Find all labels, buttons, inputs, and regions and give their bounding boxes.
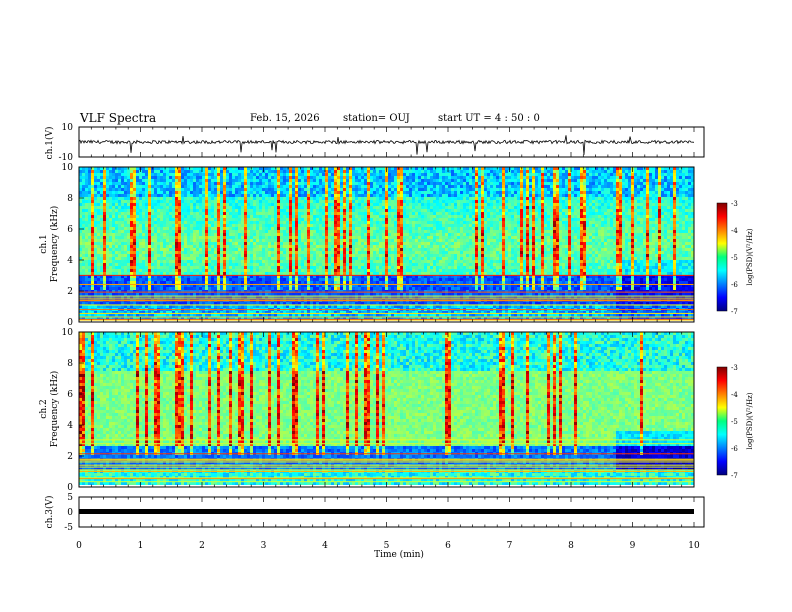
- colorbar-tick-label: -6: [731, 445, 738, 453]
- x-tick-label: 10: [688, 541, 700, 551]
- ch1-spectrogram-ylabel: Frequency (kHz): [49, 206, 60, 283]
- ch3-waveform-trace: [79, 509, 694, 514]
- x-tick-label: 9: [630, 541, 636, 551]
- colorbar-tick-label: -5: [731, 418, 738, 426]
- x-tick-label: 1: [138, 541, 144, 551]
- y-tick-label: 10: [62, 163, 74, 173]
- x-tick-label: 0: [76, 541, 82, 551]
- ch2-spectrogram-panel: [78, 331, 695, 488]
- y-tick-label: 10: [62, 123, 74, 133]
- y-tick-label: 0: [67, 483, 73, 493]
- y-tick-label: 8: [67, 359, 73, 369]
- ch3-waveform-panel: [78, 496, 705, 528]
- x-tick-label: 3: [261, 541, 267, 551]
- y-tick-label: 0: [67, 318, 73, 328]
- ch1-spectrogram-ylabel-channel: ch.1: [39, 234, 49, 253]
- y-tick-label: 2: [67, 452, 73, 462]
- colorbar-tick-label: -4: [731, 227, 738, 235]
- x-tick-label: 8: [568, 541, 574, 551]
- x-tick-label: 7: [507, 541, 513, 551]
- start-time-label: start UT = 4 : 50 : 0: [438, 113, 540, 124]
- colorbar-tick-label: -4: [731, 391, 738, 399]
- y-tick-label: 4: [67, 256, 73, 266]
- x-tick-label: 2: [199, 541, 205, 551]
- ch2-spectrogram-image: [79, 332, 694, 485]
- colorbar-tick-label: -7: [731, 472, 738, 480]
- y-tick-label: 2: [67, 287, 73, 297]
- y-tick-label: 6: [67, 225, 73, 235]
- x-axis-label: Time (min): [374, 549, 424, 560]
- colorbar-tick-label: -3: [731, 364, 738, 372]
- colorbar-tick-label: -6: [731, 281, 738, 289]
- station-label: station= OUJ: [343, 113, 410, 124]
- ch1-waveform-trace: [78, 135, 695, 155]
- colorbar-tick-label: -5: [731, 254, 738, 262]
- x-tick-label: 6: [445, 541, 451, 551]
- y-tick-label: -5: [64, 523, 73, 533]
- y-tick-label: 4: [67, 421, 73, 431]
- ch1-colorbar-label: log(PSD)(V²/Hz): [746, 228, 754, 285]
- ch2-spectrogram-ylabel: Frequency (kHz): [49, 371, 60, 448]
- y-tick-label: 10: [62, 328, 74, 338]
- y-tick-label: -10: [59, 153, 74, 163]
- y-tick-label: 8: [67, 194, 73, 204]
- y-tick-label: 5: [67, 493, 73, 503]
- x-tick-labels: 0 1 2 3 4 5 6 7 8 9 10: [76, 541, 700, 551]
- y-tick-label: 6: [67, 390, 73, 400]
- ch1-spectrogram-image: [79, 167, 694, 321]
- ch3-waveform-ylabel: ch.3(V): [44, 496, 55, 529]
- figure-title: VLF Spectra: [80, 111, 156, 125]
- x-tick-label: 4: [322, 541, 328, 551]
- colorbar-tick-label: -3: [731, 200, 738, 208]
- ch2-colorbar: -3 -4 -5 -6 -7 log(PSD)(V²/Hz): [716, 364, 754, 480]
- ch2-spectrogram-ylabel-channel: ch.2: [39, 399, 49, 418]
- ch1-spectrogram-panel: [78, 166, 695, 323]
- axis-ticks: [78, 127, 695, 527]
- x-tick-label: 5: [384, 541, 390, 551]
- y-tick-label: 0: [67, 508, 73, 518]
- colorbar-tick-label: -7: [731, 308, 738, 316]
- ch2-colorbar-label: log(PSD)(V²/Hz): [746, 392, 754, 449]
- ch1-waveform-ylabel: ch.1(V): [44, 127, 55, 160]
- ch1-waveform-panel: [78, 126, 705, 158]
- ch1-colorbar: -3 -4 -5 -6 -7 log(PSD)(V²/Hz): [716, 200, 754, 316]
- date-label: Feb. 15, 2026: [250, 113, 320, 124]
